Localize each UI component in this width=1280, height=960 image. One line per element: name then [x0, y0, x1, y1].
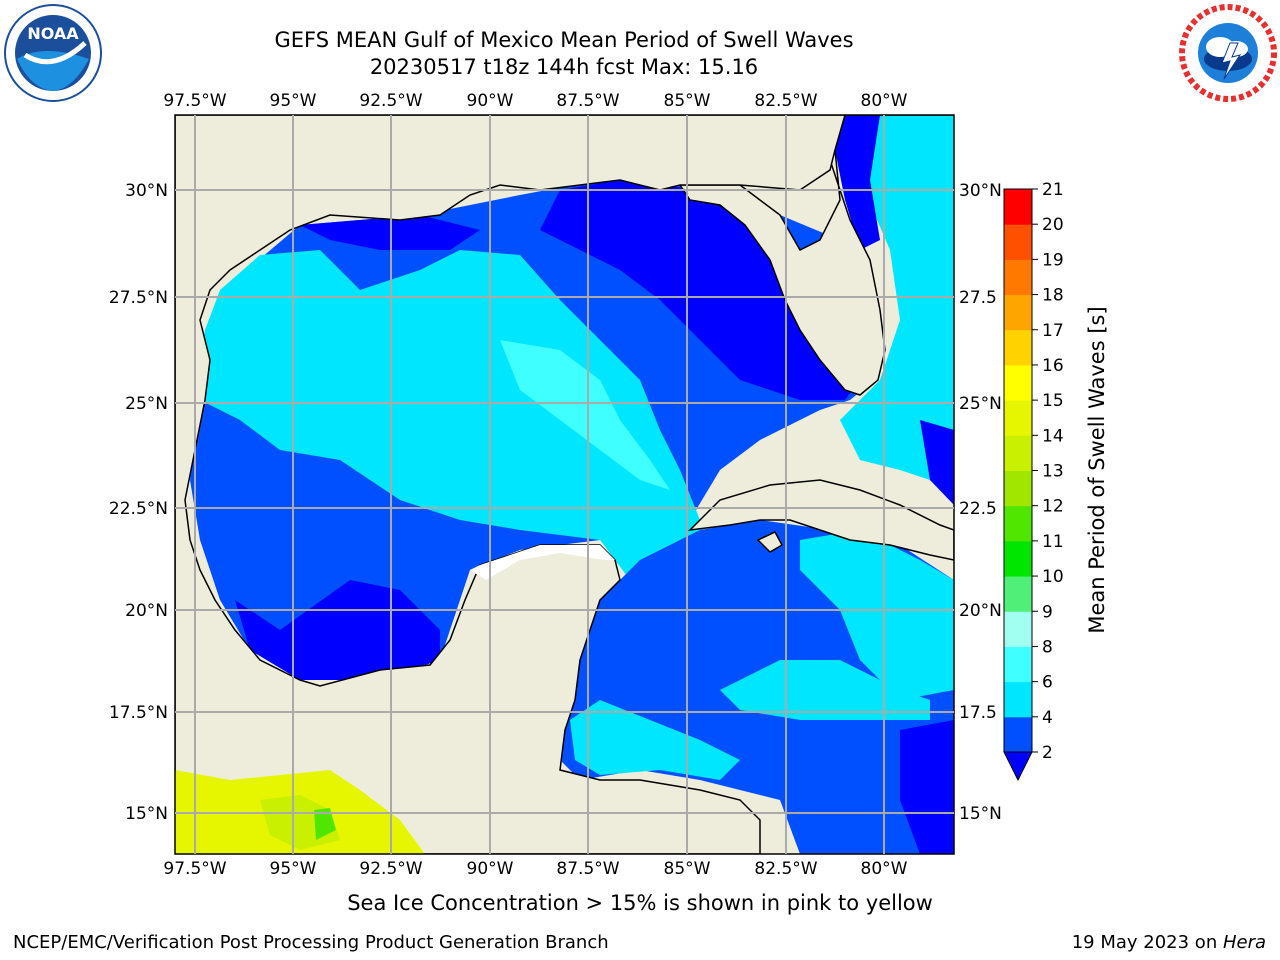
lon-labels-top: 97.5°W 95°W 92.5°W 90°W 87.5°W 85°W 82.5°W 80°W	[163, 91, 907, 111]
colorbar-segment	[1004, 329, 1032, 366]
lat-labels-left: 30°N 27.5°N 25°N 22.5°N 20°N 17.5°N 15°N	[109, 181, 168, 824]
lat-label-left: 30°N	[125, 181, 168, 201]
colorbar-tick-label: 14	[1042, 426, 1064, 446]
colorbar-segment	[1004, 259, 1032, 296]
atlantic-low-period	[835, 115, 880, 250]
sea-ice-note: Sea Ice Concentration > 15% is shown in …	[347, 891, 933, 915]
caribbean-swell-southwest	[570, 700, 740, 780]
colorbar-segment	[1004, 576, 1032, 612]
machine-name: Hera	[1222, 932, 1266, 953]
chart-title: GEFS MEAN Gulf of Mexico Mean Period of …	[274, 28, 854, 52]
colorbar-segment	[1004, 400, 1032, 436]
lon-label-bottom: 97.5°W	[163, 859, 226, 879]
colorbar-segment	[1004, 470, 1032, 507]
cuba-land	[687, 479, 954, 561]
colorbar-segment	[1004, 681, 1032, 718]
lon-labels-bottom: 97.5°W 95°W 92.5°W 90°W 87.5°W 85°W 82.5°W 80°W	[163, 859, 907, 879]
lon-label-bottom: 80°W	[861, 859, 908, 879]
colorbar-tick-label: 19	[1042, 250, 1064, 270]
colorbar-tick-label: 9	[1042, 602, 1053, 622]
lon-label-top: 82.5°W	[754, 91, 817, 111]
colorbar-tick-label: 17	[1042, 321, 1064, 341]
generation-date: 19 May 2023 on Hera	[1072, 932, 1266, 953]
florida-land	[678, 115, 954, 396]
colorbar-tick-label: 20	[1042, 215, 1064, 235]
lat-label-right: 17.5	[959, 703, 997, 723]
colorbar-segment	[1004, 505, 1032, 542]
colorbar-segment	[1004, 189, 1032, 225]
colorbar-tick-label: 8	[1042, 637, 1053, 657]
gulf-swell-central	[200, 250, 720, 620]
gulf-low-period-south	[235, 580, 440, 680]
colorbar-label: Mean Period of Swell Waves [s]	[1085, 306, 1109, 633]
caribbean-swell-central	[720, 660, 930, 720]
sea-ice-shading-peak	[314, 808, 336, 840]
isla-de-la-juventud-land	[756, 531, 784, 553]
lon-label-top: 92.5°W	[359, 91, 422, 111]
lon-label-top: 87.5°W	[556, 91, 619, 111]
colorbar-tick-label: 2	[1042, 743, 1053, 763]
colorbar-tick-label: 15	[1042, 391, 1064, 411]
caribbean-low-period	[900, 720, 954, 854]
lon-label-bottom: 85°W	[664, 859, 711, 879]
colorbar-tick-label: 21	[1042, 180, 1064, 200]
colorbar-segment	[1004, 540, 1032, 577]
lon-label-bottom: 82.5°W	[754, 859, 817, 879]
lon-label-top: 90°W	[467, 91, 514, 111]
coastal-no-data-yucatan	[470, 545, 615, 580]
colorbar-tick-label: 16	[1042, 356, 1064, 376]
colorbar-tick-label: 12	[1042, 497, 1064, 517]
colorbar-underflow-arrow	[1003, 751, 1033, 782]
caribbean-swell-east	[800, 530, 954, 700]
colorbar-segment	[1004, 716, 1032, 753]
lon-label-bottom: 87.5°W	[556, 859, 619, 879]
lat-label-right: 30°N	[959, 181, 1002, 201]
colorbar-segment	[1004, 364, 1032, 401]
lat-label-left: 22.5°N	[109, 499, 168, 519]
map-frame	[174, 114, 955, 855]
noaa-logo: NOAA	[4, 4, 102, 102]
colorbar: 2 4 6 8 9 10 11 12 13 14 15 16 17 18 19 20 21	[1003, 180, 1064, 782]
graticule	[175, 115, 954, 854]
lat-label-right: 20°N	[959, 601, 1002, 621]
lon-label-top: 85°W	[664, 91, 711, 111]
lon-label-top: 80°W	[861, 91, 908, 111]
colorbar-segment	[1004, 435, 1032, 471]
lon-label-bottom: 95°W	[270, 859, 317, 879]
lon-label-top: 97.5°W	[163, 91, 226, 111]
colorbar-tick-label: 13	[1042, 462, 1064, 482]
lat-labels-right: 30°N 27.5 25°N 22.5 20°N 17.5 15°N	[959, 181, 1002, 824]
lat-label-left: 27.5°N	[109, 288, 168, 308]
lat-label-left: 25°N	[125, 394, 168, 414]
colorbar-tick-label: 10	[1042, 567, 1064, 587]
colorbar-segment	[1004, 294, 1032, 331]
lat-label-right: 25°N	[959, 394, 1002, 414]
colorbar-tick-label: 6	[1042, 673, 1053, 693]
lat-label-right: 22.5	[959, 499, 997, 519]
colorbar-tick-label: 4	[1042, 708, 1053, 728]
noaa-logo-text: NOAA	[27, 24, 79, 43]
lat-label-left: 15°N	[125, 804, 168, 824]
lon-label-bottom: 92.5°W	[359, 859, 422, 879]
chart-subtitle: 20230517 t18z 144h fcst Max: 15.16	[369, 55, 759, 79]
date-text: 19 May 2023 on	[1071, 932, 1223, 953]
lon-label-top: 95°W	[270, 91, 317, 111]
colorbar-tick-label: 18	[1042, 286, 1064, 306]
lat-label-right: 27.5	[959, 288, 997, 308]
lat-label-left: 20°N	[125, 601, 168, 621]
gulf-swell-core	[500, 340, 670, 490]
national-weather-service-logo	[1179, 4, 1277, 102]
colorbar-tick-label: 11	[1042, 532, 1064, 552]
lat-label-left: 17.5°N	[109, 703, 168, 723]
colorbar-segment	[1004, 646, 1032, 683]
colorbar-segment	[1004, 611, 1032, 647]
lon-label-bottom: 90°W	[467, 859, 514, 879]
lat-label-right: 15°N	[959, 804, 1002, 824]
gulf-low-period-coastal	[540, 180, 860, 400]
bahamas-channel	[920, 420, 954, 505]
credit-text: NCEP/EMC/Verification Post Processing Pr…	[13, 932, 609, 953]
colorbar-segment	[1004, 224, 1032, 260]
